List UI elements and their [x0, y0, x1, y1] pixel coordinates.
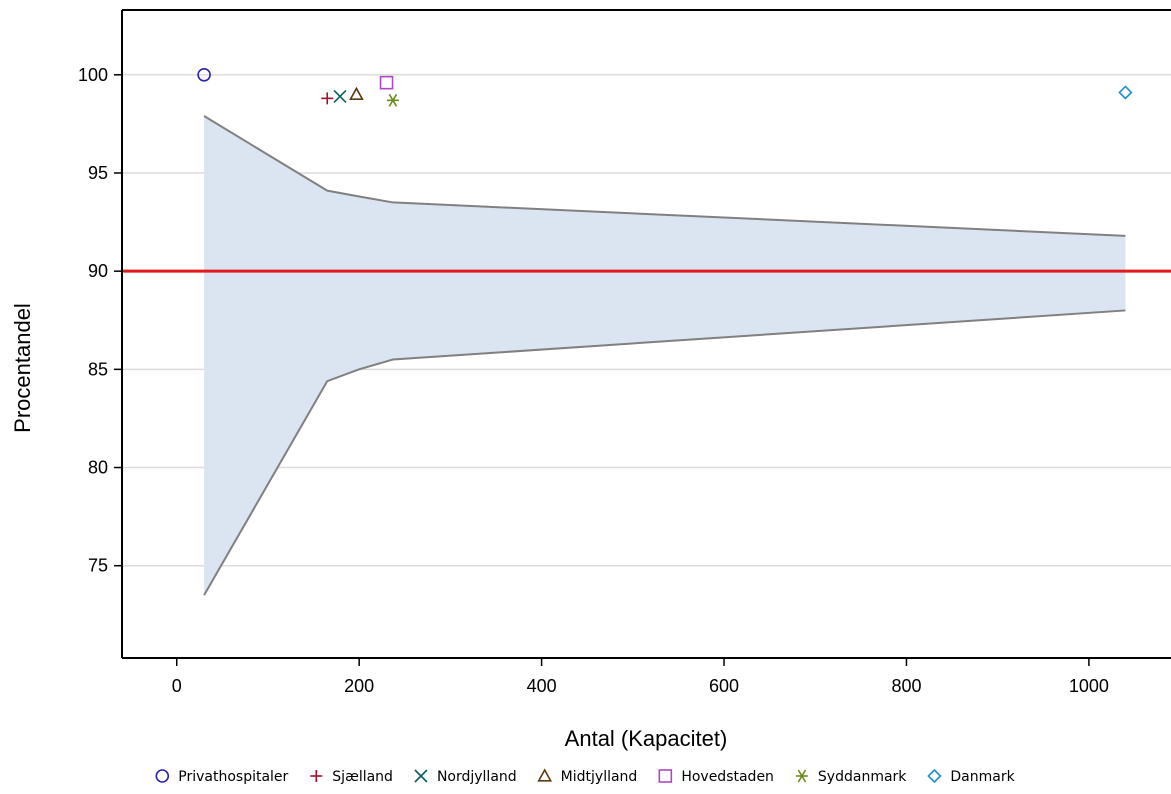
legend: Privathospitaler Sjælland Nordjylland Midtj… [155, 768, 1016, 785]
legend-marker [310, 770, 323, 782]
legend-label: Syddanmark [818, 769, 907, 785]
y-tick-label: 95 [88, 163, 108, 183]
x-tick-label: 600 [709, 676, 739, 696]
data-point [333, 89, 347, 103]
legend-item: Privathospitaler [155, 769, 289, 785]
funnel-band [204, 116, 1126, 596]
y-tick-label: 75 [88, 556, 108, 576]
legend-marker [927, 768, 942, 784]
legend-item: Nordjylland [414, 769, 517, 785]
upper-limit-line [203, 115, 1126, 237]
legend-label: Sjælland [332, 769, 393, 785]
legend-item: Sjælland [310, 769, 393, 785]
y-axis-title: Procentandel [10, 303, 35, 433]
legend-label: Midtjylland [561, 769, 638, 785]
x-tick-label: 1000 [1069, 676, 1109, 696]
x-tick-label: 200 [344, 676, 374, 696]
x-tick-label: 400 [527, 676, 557, 696]
data-point [321, 92, 334, 105]
y-tick-label: 85 [88, 359, 108, 379]
legend-item: Danmark [927, 768, 1016, 785]
legend-marker [537, 768, 553, 782]
legend-marker [658, 769, 673, 783]
data-point [379, 75, 394, 90]
legend-item: Hovedstaden [658, 769, 774, 785]
legend-label: Hovedstaden [681, 769, 774, 785]
data-point [386, 93, 399, 107]
data-point [349, 86, 364, 101]
y-tick-label: 100 [78, 65, 108, 85]
legend-item: Midtjylland [537, 768, 638, 785]
data-point [1118, 85, 1133, 100]
x-axis-title: Antal (Kapacitet) [565, 726, 728, 751]
data-point [197, 68, 211, 82]
lower-limit-line [203, 309, 1126, 596]
legend-label: Nordjylland [437, 769, 517, 785]
y-tick-label: 90 [88, 261, 108, 281]
legend-marker [155, 769, 170, 783]
legend-marker [795, 769, 808, 783]
legend-label: Privathospitaler [178, 769, 288, 785]
x-tick-label: 0 [172, 676, 182, 696]
funnel-limits [203, 115, 1126, 596]
data-points [197, 68, 1133, 107]
legend-label: Danmark [950, 769, 1015, 785]
legend-item: Syddanmark [795, 769, 907, 785]
y-tick-label: 80 [88, 458, 108, 478]
x-tick-label: 800 [891, 676, 921, 696]
legend-marker [414, 769, 428, 783]
